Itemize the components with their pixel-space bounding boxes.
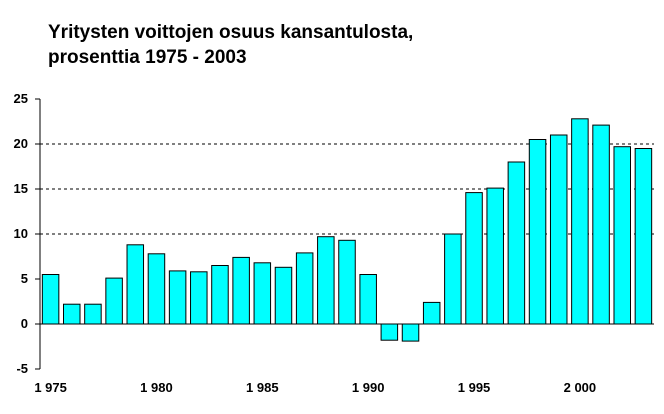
bar-1982 bbox=[190, 271, 208, 325]
bar-1976 bbox=[63, 303, 81, 325]
bar-1990 bbox=[359, 274, 377, 325]
bar-2001 bbox=[592, 124, 610, 325]
bar-1977 bbox=[84, 303, 102, 325]
y-tick-label: 10 bbox=[14, 226, 28, 241]
bar-1984 bbox=[232, 256, 250, 325]
bar-1986 bbox=[274, 266, 293, 325]
y-tick-label: 20 bbox=[14, 136, 28, 151]
bar-1983 bbox=[211, 265, 229, 325]
y-tick-label: 25 bbox=[14, 91, 28, 106]
bar-1985 bbox=[253, 262, 272, 325]
bar-1988 bbox=[317, 236, 335, 325]
bar-2002 bbox=[613, 146, 631, 325]
bar-1987 bbox=[295, 252, 314, 325]
x-tick-label: 2 000 bbox=[564, 380, 597, 395]
chart-title-line-1: Yritysten voittojen osuus kansantulosta, bbox=[48, 22, 414, 43]
bar-2000 bbox=[571, 118, 589, 325]
bar-1980 bbox=[147, 253, 166, 325]
bar-1981 bbox=[168, 270, 187, 325]
bar-1995 bbox=[465, 192, 483, 325]
bar-1978 bbox=[105, 277, 123, 325]
bar-1989 bbox=[338, 239, 356, 325]
chart-title-line-2: prosenttia 1975 - 2003 bbox=[48, 47, 247, 68]
bar-1992 bbox=[401, 323, 420, 342]
y-tick-label: 15 bbox=[14, 181, 28, 196]
bar-1991 bbox=[380, 323, 399, 341]
y-tick-label: -5 bbox=[16, 361, 28, 376]
y-tick-label: 5 bbox=[21, 271, 28, 286]
bar-1997 bbox=[507, 161, 526, 325]
bar-1998 bbox=[528, 139, 547, 325]
bar-1996 bbox=[486, 187, 504, 325]
x-tick-label: 1 985 bbox=[246, 380, 279, 395]
x-tick-label: 1 980 bbox=[140, 380, 173, 395]
x-tick-label: 1 995 bbox=[458, 380, 491, 395]
bar-2003 bbox=[634, 148, 653, 325]
bar-1999 bbox=[549, 134, 568, 325]
x-tick-label: 1 990 bbox=[352, 380, 385, 395]
bar-1979 bbox=[126, 244, 145, 325]
bar-1994 bbox=[444, 233, 462, 325]
x-tick-label: 1 975 bbox=[34, 380, 67, 395]
bar-1975 bbox=[41, 274, 60, 325]
bar-1993 bbox=[422, 301, 441, 325]
chart-title: Yritysten voittojen osuus kansantulosta,… bbox=[48, 20, 413, 70]
y-tick-label: 0 bbox=[21, 316, 28, 331]
